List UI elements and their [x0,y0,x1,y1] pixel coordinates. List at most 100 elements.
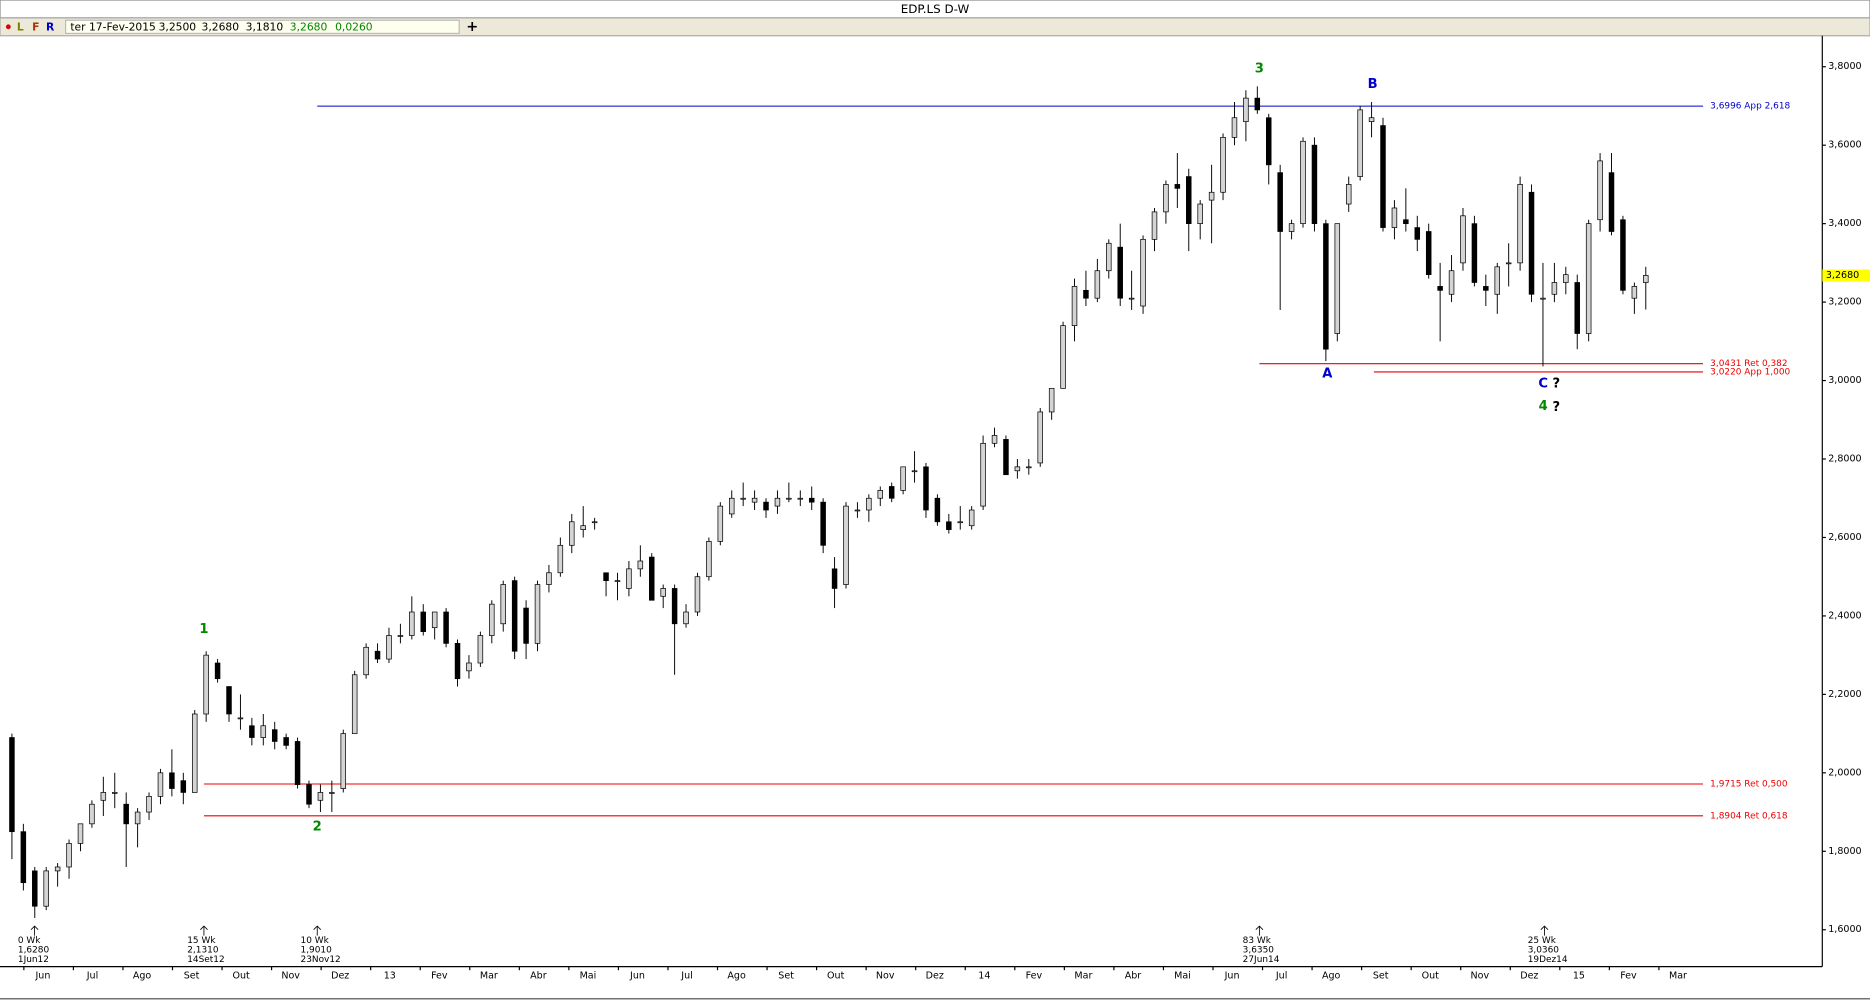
candle-body [477,635,484,664]
candle-body [546,572,552,585]
toolbar-button[interactable]: L [17,20,24,33]
level-label: 3,0220 App 1,000 [1710,367,1790,377]
candle-body [1517,184,1523,264]
candle-body [1460,215,1466,264]
pivot-text: 2,1310 [187,945,219,955]
pivot-text: 1Jun12 [18,955,49,965]
candle-body [1048,388,1055,413]
candle-body [534,584,541,644]
wave-label: ? [1553,376,1561,391]
candle-body [968,509,975,527]
candle-body [866,497,872,511]
wave-label: A [1322,367,1333,382]
pivot-text: 27Jun14 [1243,955,1280,965]
wave-label: 2 [313,820,322,835]
candle-body [374,650,381,660]
candle-body [1357,109,1363,177]
candle-body [1631,286,1638,299]
pivot-text: 10 Wk [301,936,330,946]
candle-body [1163,184,1169,213]
pivot-arrow-head [1255,925,1264,930]
x-tick-label: Abr [1125,971,1142,982]
x-tick-label: Set [184,971,200,982]
y-tick-label: 3,6000 [1828,140,1861,151]
candle-body [843,505,849,585]
candle-body [1243,97,1249,123]
x-tick-label: Jun [629,971,645,982]
candle-body [317,792,324,801]
candle-body [100,792,107,801]
x-tick-label: Jul [86,971,98,982]
candle-body [1083,289,1089,299]
candle-body [877,490,884,499]
candle-body [1425,231,1432,276]
candle-body [363,646,369,676]
x-tick-label: Dez [1520,971,1538,982]
candle-body [1128,297,1135,300]
candle-body [763,501,769,511]
candle-body [660,588,666,597]
candle-body [1117,246,1123,299]
candle-body [626,568,632,589]
candle-body [283,737,289,746]
candle-body [203,654,209,715]
pivot-text: 0 Wk [18,936,41,946]
candle-body [1140,238,1146,307]
candle-body [1197,203,1203,225]
x-tick-label: Dez [926,971,944,982]
candle-body [1528,191,1535,295]
pivot-arrow-head [200,925,208,930]
candle-body [1494,266,1501,295]
candle-body [443,611,449,644]
candle-body [671,588,678,625]
y-tick-label: 2,2000 [1828,689,1861,700]
candle-body [1151,211,1158,240]
toolbar-button[interactable]: F [32,20,39,33]
x-tick-label: Jul [680,971,692,982]
pivot-text: 25 Wk [1528,936,1557,946]
candle-body [66,843,72,868]
candle-body [1060,325,1066,389]
candle-body [9,737,15,833]
x-tick-label: Nov [1471,971,1490,982]
candle-body [146,796,152,813]
level-label: 1,8904 Ret 0,618 [1710,811,1788,821]
toolbar-button[interactable]: R [46,20,55,33]
candle-body [1186,176,1192,225]
candle-body [409,611,415,636]
candle-body [649,556,655,601]
candle-body [1026,466,1032,469]
candle-body [306,784,312,805]
x-tick-label: Jun [1224,971,1240,982]
candle-body [157,772,164,797]
pivot-text: 19Dez14 [1528,955,1568,965]
candle-body [340,733,347,789]
last-price-box [1822,269,1870,282]
x-tick-label: Fev [1620,971,1637,982]
candle-body [580,525,586,530]
pivot-arrow-head [30,925,39,930]
candle-body [1597,160,1603,221]
candle-body [934,497,941,523]
candle-body [569,521,575,546]
candle-body [1437,286,1443,291]
level-label: 1,9715 Ret 0,500 [1710,780,1788,790]
candle-body [1483,286,1489,291]
pivot-arrow-head [1540,925,1549,930]
x-tick-label: Ago [1322,971,1341,982]
candle-body [1071,286,1078,327]
wave-label: 3 [1255,62,1264,77]
quote-value: 0,0260 [335,20,373,33]
candle-body [1448,270,1455,295]
candle-body [500,584,506,625]
x-tick-label: Jul [1275,971,1287,982]
x-tick-label: Mar [480,971,498,982]
add-button[interactable]: + [466,19,478,35]
y-tick-label: 1,6000 [1828,924,1861,935]
candle-body [1300,140,1306,225]
candle-body [1551,282,1558,295]
wave-label: C [1538,376,1548,391]
candle-body [820,501,826,546]
x-tick-label: 13 [384,971,396,982]
